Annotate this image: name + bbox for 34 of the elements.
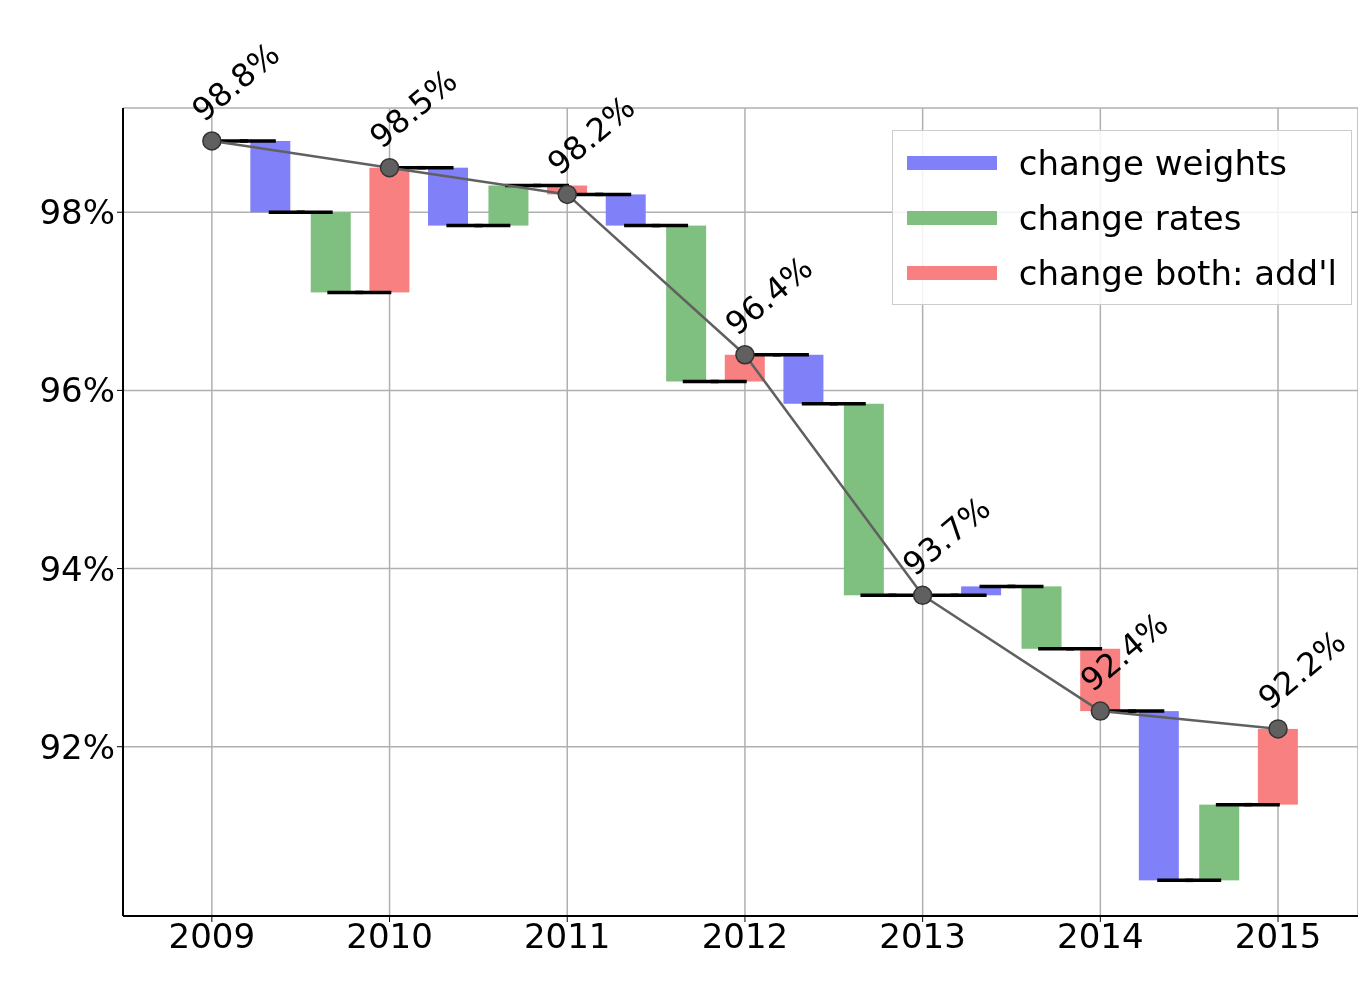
y-tick-label: 92%	[39, 726, 115, 767]
legend-label: change weights	[1018, 142, 1288, 183]
bar	[783, 354, 824, 404]
y-tick-label: 98%	[39, 192, 115, 233]
bar	[1257, 728, 1298, 805]
point	[379, 157, 400, 178]
bar	[1021, 586, 1062, 649]
legend-label: change both: add'l	[1018, 252, 1337, 293]
bar	[310, 212, 351, 293]
point	[912, 585, 933, 606]
x-tick-label: 2013	[879, 916, 966, 957]
bar	[369, 167, 410, 293]
point	[202, 131, 222, 151]
bar	[428, 167, 469, 226]
y-tick-label: 94%	[39, 548, 115, 589]
bar	[1138, 711, 1179, 881]
legend-label: change rates	[1018, 197, 1242, 238]
bar	[605, 194, 646, 226]
x-tick-label: 2015	[1234, 916, 1322, 957]
bar	[843, 403, 884, 596]
bar	[1199, 804, 1240, 881]
x-tick-label: 2014	[1057, 916, 1144, 957]
x-tick-label: 2012	[701, 916, 789, 957]
point	[1268, 719, 1288, 739]
point	[557, 184, 577, 205]
x-tick-label: 2011	[523, 916, 611, 957]
x-tick-label: 2009	[168, 916, 256, 957]
bar	[488, 185, 529, 226]
y-tick-label: 96%	[39, 370, 115, 411]
x-tick-label: 2010	[346, 916, 433, 957]
bar	[666, 225, 707, 382]
bar	[250, 140, 291, 213]
point	[1090, 701, 1111, 721]
point	[735, 345, 755, 365]
